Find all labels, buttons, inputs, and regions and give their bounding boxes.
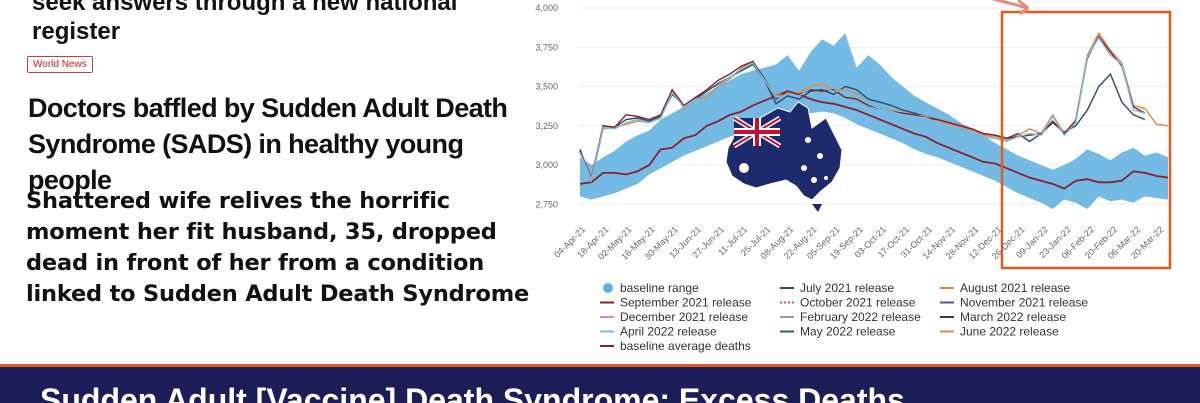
legend-label: March 2022 release (960, 310, 1066, 324)
headline-top[interactable]: seek answers through a new national regi… (32, 0, 458, 45)
y-tick-label: 2,750 (535, 199, 558, 209)
series-lines (579, 31, 1169, 190)
legend-label: April 2022 release (620, 325, 717, 339)
headline-wife[interactable]: Shattered wife relives the horrific mome… (26, 188, 530, 307)
series-line-3 (579, 34, 1146, 180)
legend-label: July 2021 release (800, 281, 894, 295)
flag-star (811, 177, 817, 183)
flag-star (805, 137, 811, 143)
legend-label: baseline range (620, 281, 699, 295)
flag-cross-red (734, 118, 780, 146)
arrow-icon (991, 0, 1029, 16)
world-news-badge[interactable]: World News (27, 56, 93, 73)
legend-label: August 2021 release (960, 281, 1070, 295)
flag-star (739, 163, 749, 173)
bottom-banner: Sudden Adult [Vaccine] Death Syndrome: E… (0, 364, 1200, 403)
legend-label: October 2021 release (800, 296, 916, 310)
y-tick-label: 4,000 (535, 3, 558, 13)
legend: baseline range July 2021 release August 20… (600, 281, 1088, 353)
highlight-box (1000, 10, 1172, 270)
headline-sads[interactable]: Doctors baffled by Sudden Adult Death Sy… (28, 93, 508, 195)
australia-flag-map-icon (725, 101, 843, 212)
article-column: seek answers through a new national regi… (0, 0, 540, 365)
flag-star (817, 153, 823, 159)
y-axis-ticks: 4,000 3,750 3,500 3,250 3,000 2,750 (535, 3, 558, 209)
legend-label: November 2021 release (960, 296, 1088, 310)
legend-label: May 2022 release (800, 325, 896, 339)
legend-label: September 2021 release (620, 296, 752, 310)
legend-swatch (603, 283, 613, 293)
y-tick-label: 3,500 (535, 82, 558, 92)
series-line-4 (579, 36, 1146, 182)
series-line-0 (579, 90, 1169, 190)
y-tick-label: 3,250 (535, 121, 558, 131)
tasmania-shape (812, 204, 822, 212)
excess-deaths-chart: 4,000 3,750 3,500 3,250 3,000 2,750 04-Apr-21… (520, 0, 1200, 365)
y-tick-label: 3,000 (535, 160, 558, 170)
chart-svg: 4,000 3,750 3,500 3,250 3,000 2,750 04-Apr-21… (535, 0, 1172, 353)
legend-label: June 2022 release (960, 325, 1059, 339)
legend-label: baseline average deaths (620, 339, 751, 353)
banner-text: Sudden Adult [Vaccine] Death Syndrome: E… (40, 382, 905, 403)
flag-star (801, 165, 807, 171)
legend-label: December 2021 release (620, 310, 748, 324)
x-axis-ticks: 04-Apr-2118-Apr-2102-May-2116-May-2130-M… (552, 224, 1165, 261)
y-tick-label: 3,750 (535, 42, 558, 52)
legend-label: February 2022 release (800, 310, 921, 324)
baseline-range-band (580, 33, 1168, 209)
flag-star (824, 176, 828, 180)
